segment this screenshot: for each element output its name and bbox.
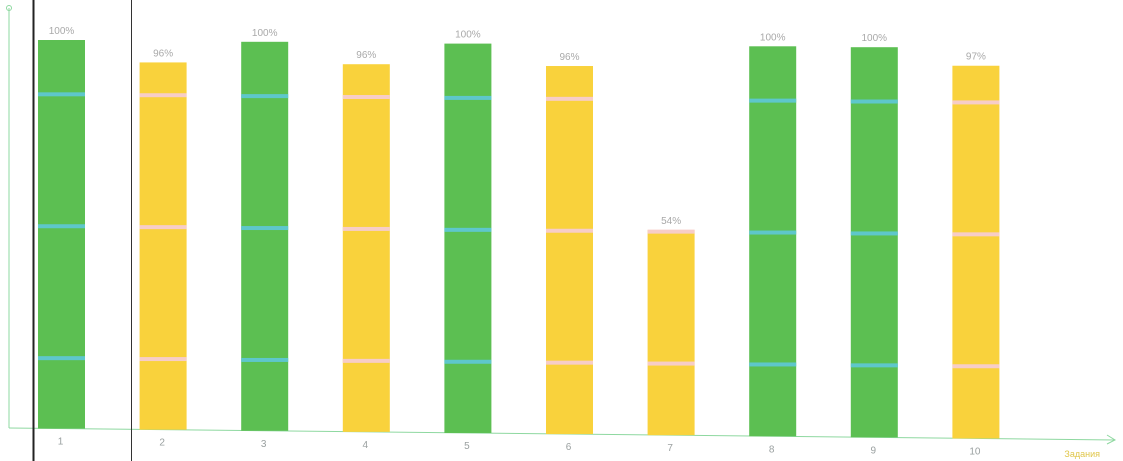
x-tick-label: 8: [769, 444, 775, 455]
bar-segment-divider: [952, 364, 1000, 369]
bar-segment-divider: [546, 96, 593, 101]
x-tick-label: 3: [261, 439, 267, 450]
data-label: 96%: [153, 48, 173, 59]
bar-segment-divider: [647, 229, 695, 234]
bar-4: [342, 64, 390, 432]
data-label: 100%: [455, 30, 481, 41]
bar-segment-divider: [241, 94, 289, 99]
data-label: 100%: [862, 33, 888, 44]
bar-segment-divider: [850, 99, 898, 104]
bar-7: [647, 229, 695, 436]
bar-segment-divider: [546, 360, 593, 365]
bar-10: [952, 65, 1000, 439]
bar-5: [444, 43, 492, 433]
data-label: 100%: [49, 26, 75, 37]
bar-segment-divider: [546, 228, 593, 233]
bar-segment-divider: [342, 226, 390, 231]
y-axis-end-marker: [6, 5, 12, 11]
bar-segment-divider: [38, 356, 85, 361]
data-label: 100%: [760, 32, 786, 43]
data-label: 96%: [559, 52, 579, 63]
bars-group: 100% 1 96% 2 100% 3 96% 4 100% 5 96% 6 54% 7 100% 8 100%…: [38, 26, 1000, 457]
bar-segment-divider: [139, 357, 187, 362]
bar-segment-divider: [38, 92, 85, 97]
data-label: 100%: [252, 28, 278, 39]
data-label: 97%: [966, 52, 986, 63]
x-tick-label: 10: [969, 446, 981, 457]
x-tick-label: 6: [566, 442, 572, 453]
bar-segment-divider: [749, 98, 797, 103]
bar-segment-divider: [38, 224, 85, 229]
bar-segment-divider: [444, 95, 492, 100]
bar-6: [546, 66, 593, 435]
data-label: 96%: [356, 50, 376, 61]
data-label: 54%: [661, 216, 681, 227]
bar-segment-divider: [342, 358, 390, 363]
x-tick-label: 7: [667, 443, 673, 454]
bar-2: [139, 62, 187, 430]
bar-segment-divider: [139, 225, 187, 230]
bar-segment-divider: [952, 232, 1000, 237]
bar-segment-divider: [749, 362, 797, 367]
x-axis-label: Задания: [1064, 449, 1100, 459]
bar-segment-divider: [241, 357, 289, 362]
bar-segment-divider: [850, 231, 898, 236]
x-tick-label: 9: [871, 445, 877, 456]
bar-segment-divider: [241, 226, 289, 231]
bar-segment-divider: [749, 230, 797, 235]
bar-9: [850, 47, 898, 438]
bar-segment-divider: [850, 363, 898, 368]
x-axis-arrow: [1106, 434, 1117, 445]
bar-3: [241, 41, 289, 431]
bar-segment-divider: [952, 100, 1000, 105]
x-tick-label: 2: [159, 438, 165, 449]
x-tick-label: 4: [363, 440, 369, 451]
bar-segment-divider: [444, 227, 492, 232]
x-tick-label: 5: [464, 441, 470, 452]
bar-8: [749, 46, 797, 437]
bar-segment-divider: [647, 361, 695, 366]
bar-1: [38, 40, 85, 429]
bar-segment-divider: [444, 359, 492, 364]
x-tick-label: 1: [58, 437, 64, 448]
bar-segment-divider: [139, 93, 187, 98]
bar-segment-divider: [342, 95, 390, 100]
